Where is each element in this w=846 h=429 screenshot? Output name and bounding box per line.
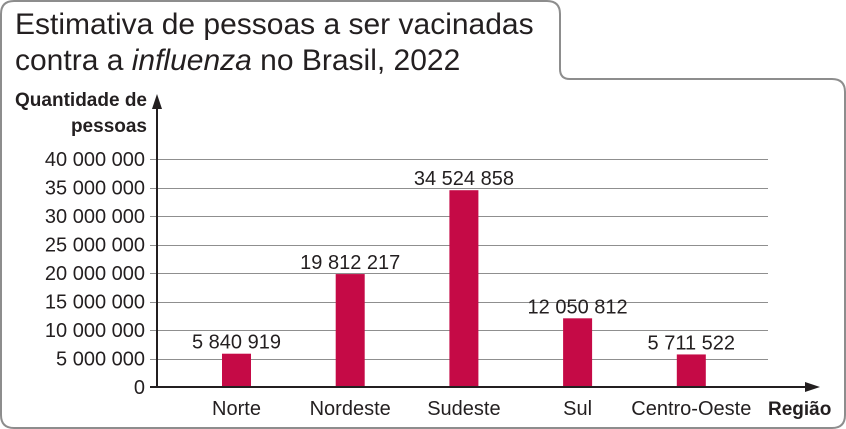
- y-tick-label: 0: [134, 377, 145, 399]
- chart-title: Estimativa de pessoas a ser vacinadas co…: [15, 8, 534, 77]
- bar-centro-oeste: [676, 354, 706, 387]
- y-tick-label: 25 000 000: [45, 235, 145, 257]
- x-tick-labels: Norte Nordeste Sudeste Sul Centro-Oeste: [212, 398, 751, 420]
- axes: [150, 94, 820, 392]
- y-axis-arrow: [152, 94, 162, 109]
- y-tick-label: 30 000 000: [45, 206, 145, 228]
- x-tick-label-nordeste: Nordeste: [310, 398, 391, 420]
- y-tick-label: 40 000 000: [45, 149, 145, 171]
- x-tick-label-norte: Norte: [212, 398, 261, 420]
- bars: [222, 190, 706, 387]
- bar-value-label-nordeste: 19 812 217: [300, 252, 400, 274]
- bar-nordeste: [335, 274, 365, 387]
- x-tick-label-centro-oeste: Centro-Oeste: [631, 398, 751, 420]
- y-tick-label: 35 000 000: [45, 178, 145, 200]
- y-tick-labels: 0 5 000 000 10 000 000 15 000 000 20 000 000…: [45, 149, 145, 399]
- bar-sudeste: [449, 190, 479, 387]
- bar-value-label-centro-oeste: 5 711 522: [648, 332, 736, 354]
- y-tick-label: 20 000 000: [45, 263, 145, 285]
- bar-value-label-sudeste: 34 524 858: [414, 168, 514, 190]
- y-axis-label: Quantidade de pessoas: [15, 90, 147, 137]
- y-tick-label: 15 000 000: [45, 292, 145, 314]
- chart-title-emphasis: influenza: [131, 44, 252, 77]
- x-axis-arrow: [805, 382, 820, 392]
- x-tick-label-sul: Sul: [563, 398, 592, 420]
- bar-sul: [563, 318, 593, 387]
- bar-value-label-sul: 12 050 812: [528, 296, 628, 318]
- bar-value-labels: 5 840 919 19 812 217 34 524 858 12 050 812 5…: [192, 168, 735, 354]
- x-axis-label: Região: [768, 399, 831, 420]
- bar-value-label-norte: 5 840 919: [192, 332, 281, 354]
- x-tick-label-sudeste: Sudeste: [427, 398, 500, 420]
- y-tick-label: 5 000 000: [56, 349, 145, 371]
- bar-norte: [222, 353, 251, 387]
- y-tick-label: 10 000 000: [45, 320, 145, 342]
